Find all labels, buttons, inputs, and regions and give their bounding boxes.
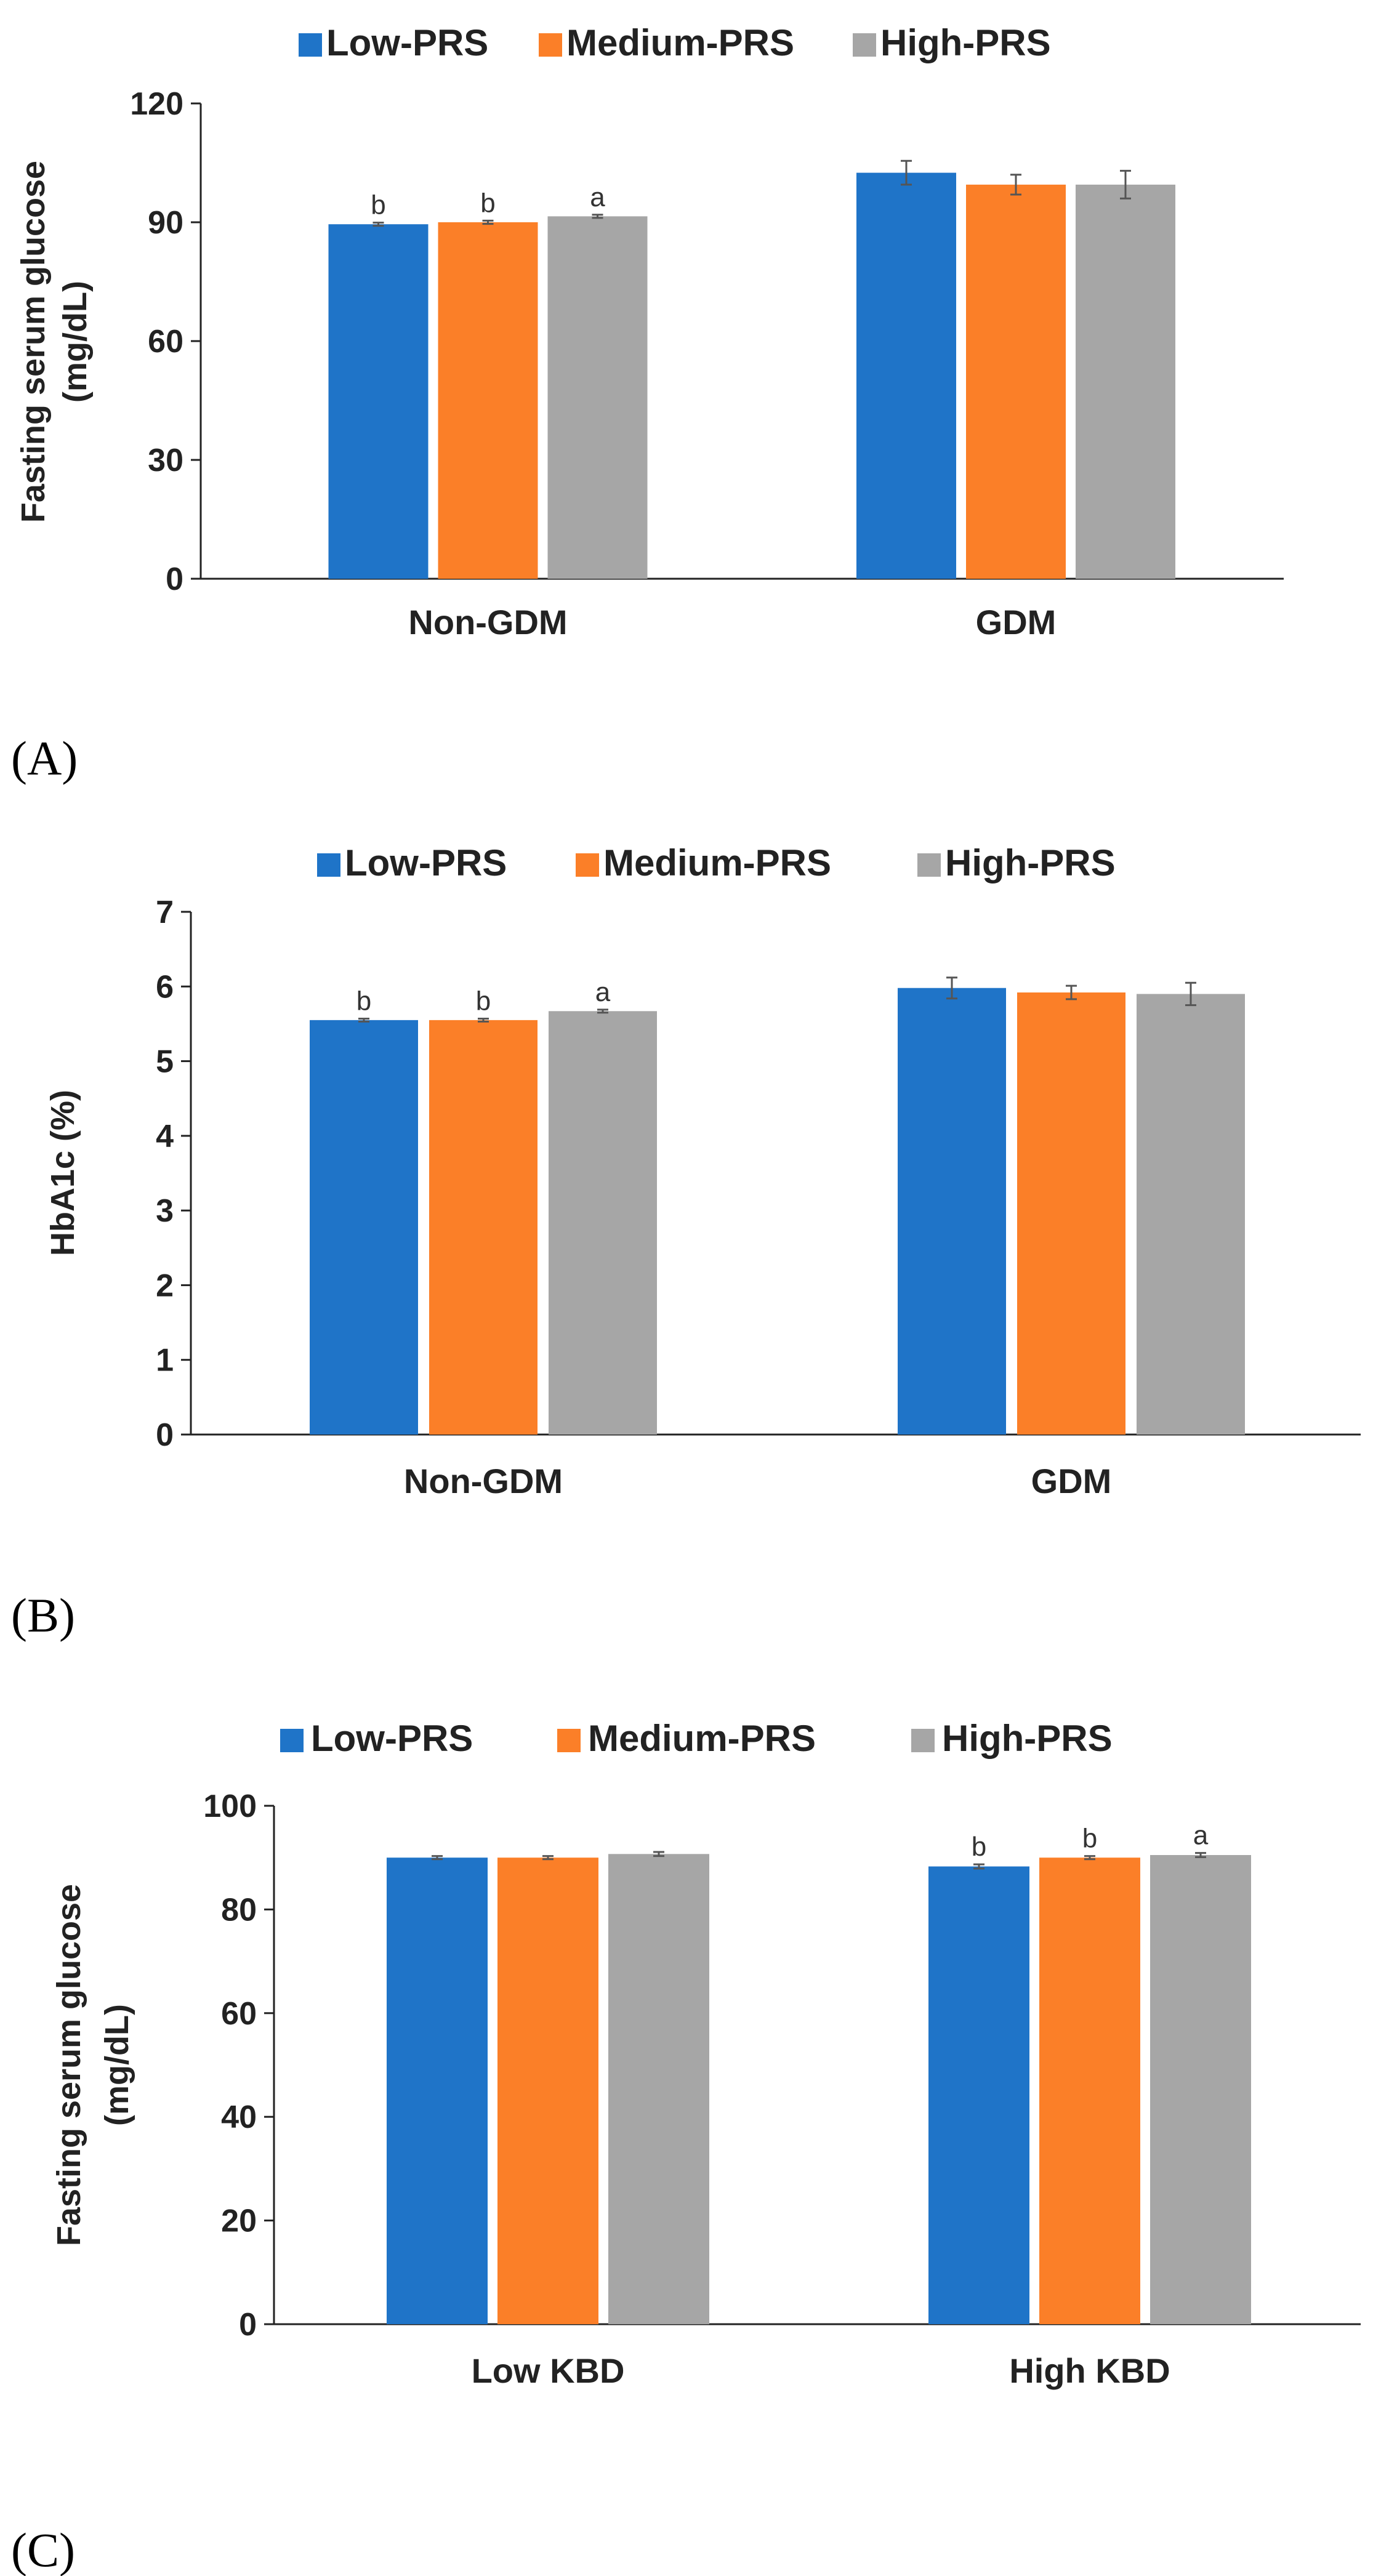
legend-label-3: High-PRS (880, 22, 1051, 63)
y-tick-label: 60 (148, 324, 183, 360)
y-axis-title-line-1: HbA1c (%) (44, 1090, 81, 1256)
x-category-label: Non-GDM (408, 603, 567, 642)
legend-label-1: Low-PRS (326, 22, 488, 63)
legend-label-2: Medium-PRS (588, 1718, 816, 1759)
bar-high-prs-non-gdm (549, 1011, 657, 1435)
y-tick-label: 2 (156, 1268, 174, 1303)
legend-label-3: High-PRS (945, 842, 1116, 883)
legend-label-1: Low-PRS (345, 842, 507, 883)
y-axis-title-line-2: (mg/dL) (99, 2004, 135, 2126)
legend-swatch-1 (280, 1729, 304, 1752)
bar-low-prs-high-kbd (928, 1866, 1029, 2324)
chart-panel-3: Low-PRS Medium-PRS High-PRS 0 20 40 60 80 100 Fas… (11, 1718, 1361, 2576)
legend-swatch-2 (539, 33, 562, 57)
bar-low-prs-gdm (898, 988, 1006, 1435)
x-category-label: GDM (976, 603, 1057, 642)
y-tick-label: 30 (148, 443, 183, 478)
legend-swatch-3 (911, 1729, 935, 1752)
bar-high-prs-low-kbd (608, 1854, 709, 2324)
bar-low-prs-non-gdm (310, 1020, 418, 1435)
y-tick-label: 100 (203, 1789, 257, 1824)
y-tick-label: 3 (156, 1193, 174, 1229)
x-category-label: GDM (1031, 1462, 1112, 1500)
legend-label-2: Medium-PRS (603, 842, 831, 883)
significance-label: b (356, 986, 371, 1016)
y-tick-label: 1 (156, 1343, 174, 1379)
legend-swatch-1 (299, 33, 322, 57)
chart-panel-1: Low-PRS Medium-PRS High-PRS 0 30 60 90 120 Fasti… (11, 22, 1284, 785)
significance-label: a (590, 182, 605, 212)
legend-swatch-3 (917, 853, 941, 877)
y-tick-label: 0 (156, 1417, 174, 1453)
y-tick-label: 20 (221, 2204, 257, 2239)
y-tick-label: 5 (156, 1044, 174, 1080)
bar-high-prs-high-kbd (1150, 1854, 1251, 2324)
legend-swatch-1 (317, 853, 340, 877)
significance-label: a (1193, 1821, 1209, 1851)
x-category-label: Non-GDM (404, 1462, 563, 1500)
bar-high-prs-non-gdm (547, 216, 648, 579)
x-category-label: High KBD (1009, 2351, 1170, 2390)
bar-medium-prs-high-kbd (1039, 1858, 1140, 2324)
bar-medium-prs-gdm (1017, 992, 1125, 1435)
legend-label-1: Low-PRS (311, 1718, 473, 1759)
bar-medium-prs-low-kbd (497, 1858, 598, 2324)
x-category-label: Low KBD (472, 2351, 625, 2390)
significance-label: b (371, 190, 385, 220)
legend-swatch-3 (853, 33, 876, 57)
significance-label: a (595, 977, 611, 1007)
y-tick-label: 120 (130, 86, 183, 122)
y-tick-label: 60 (221, 1996, 257, 2032)
significance-label: b (480, 188, 495, 218)
y-axis-title-line-1: Fasting serum glucose (50, 1884, 87, 2246)
chart-panel-2: Low-PRS Medium-PRS High-PRS 0 1 2 3 4 5 6 7 HbA1c (… (11, 842, 1361, 1642)
y-axis-title-line-1: Fasting serum glucose (15, 161, 52, 523)
bar-low-prs-low-kbd (387, 1858, 488, 2324)
bar-high-prs-gdm (1076, 184, 1175, 579)
bar-high-prs-gdm (1137, 994, 1245, 1435)
y-tick-label: 80 (221, 1892, 257, 1928)
y-tick-label: 7 (156, 895, 174, 930)
panel-letter: (A) (11, 731, 78, 785)
y-tick-label: 6 (156, 969, 174, 1005)
panel-letter: (B) (11, 1588, 75, 1642)
y-tick-label: 40 (221, 2099, 257, 2135)
significance-label: b (972, 1832, 986, 1862)
bar-low-prs-non-gdm (328, 224, 429, 579)
legend-swatch-2 (557, 1729, 581, 1752)
panel-letter: (C) (11, 2523, 75, 2576)
bar-medium-prs-gdm (966, 184, 1066, 579)
y-tick-label: 0 (166, 561, 183, 597)
bar-low-prs-gdm (856, 172, 956, 579)
legend-label-3: High-PRS (942, 1718, 1113, 1759)
bar-medium-prs-non-gdm (438, 222, 538, 579)
y-tick-label: 0 (239, 2307, 257, 2343)
bar-medium-prs-non-gdm (429, 1020, 537, 1435)
legend-swatch-2 (576, 853, 599, 877)
y-tick-label: 90 (148, 205, 183, 241)
legend-label-2: Medium-PRS (566, 22, 794, 63)
y-axis-title-line-2: (mg/dL) (57, 281, 94, 403)
significance-label: b (476, 986, 491, 1016)
y-tick-label: 4 (156, 1119, 174, 1154)
significance-label: b (1082, 1824, 1097, 1854)
